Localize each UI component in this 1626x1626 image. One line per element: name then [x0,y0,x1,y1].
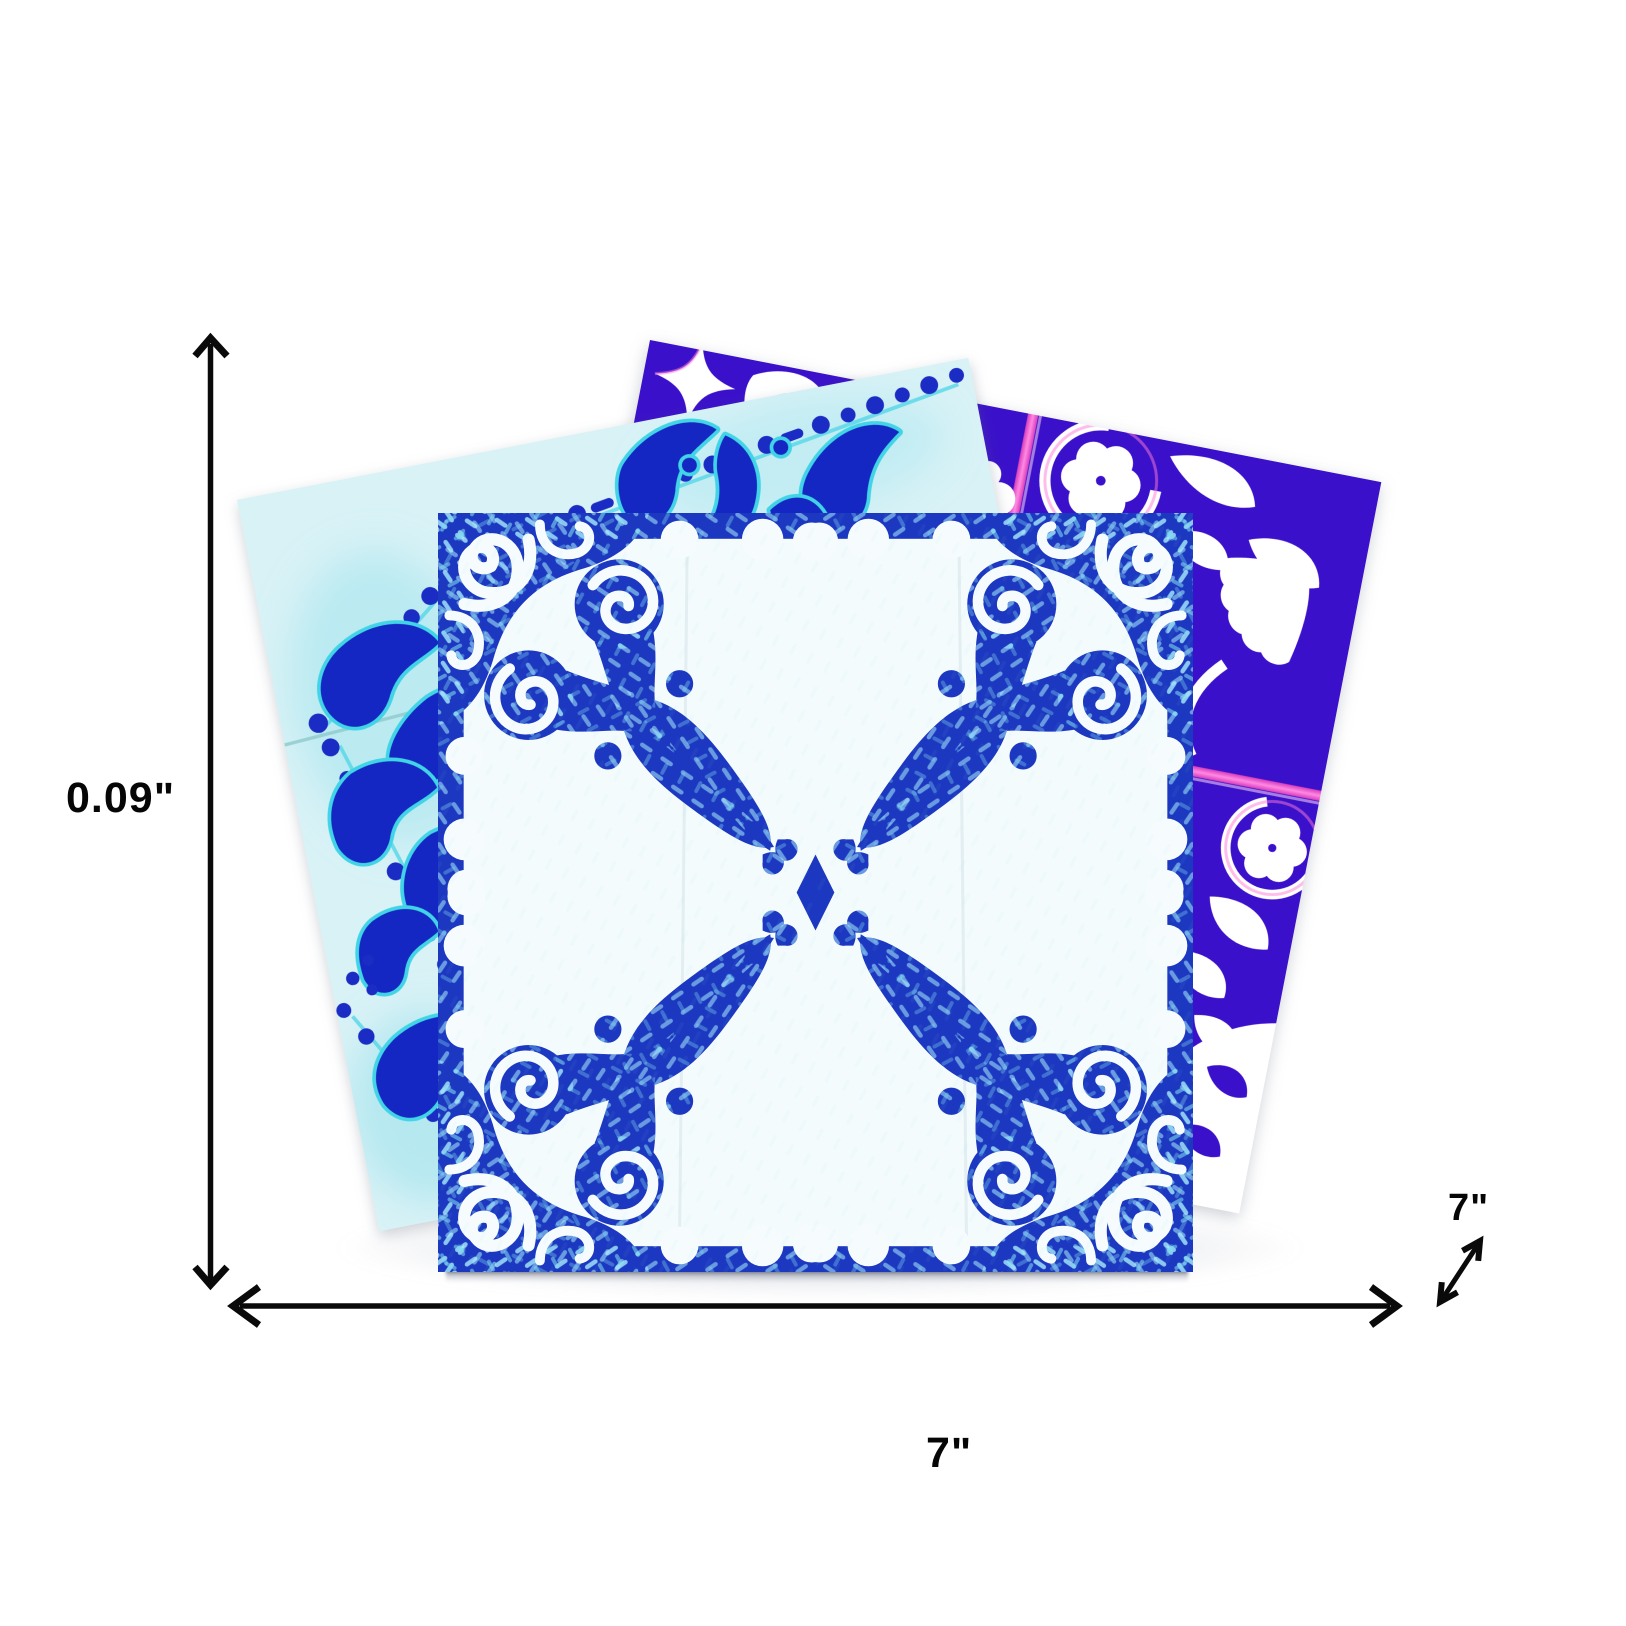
width-arrow-head-left [227,1284,262,1328]
depth-arrow-head-bottom [1436,1281,1459,1308]
height-dimension-arrow [192,332,230,1291]
depth-arrow-head-top [1461,1235,1484,1262]
width-arrow-head-right [1368,1284,1403,1328]
fan-palmette [1217,557,1318,669]
overall-speckle [438,513,1193,1272]
swoosh-curl [744,371,824,429]
depth-dimension-label: 7" [1448,1187,1490,1229]
height-dimension-label: 0.09" [66,774,176,822]
rosette-flower [1060,441,1141,520]
height-arrow-head-bottom [192,1264,230,1291]
depth-arrow-line [1440,1244,1480,1300]
height-arrow-head-top [192,332,230,359]
width-dimension-label: 7" [926,1429,973,1477]
depth-dimension-arrow [1436,1235,1484,1308]
rosette-flower [1237,814,1307,883]
star-motif [654,342,736,422]
tile-front-swirl [438,513,1193,1272]
